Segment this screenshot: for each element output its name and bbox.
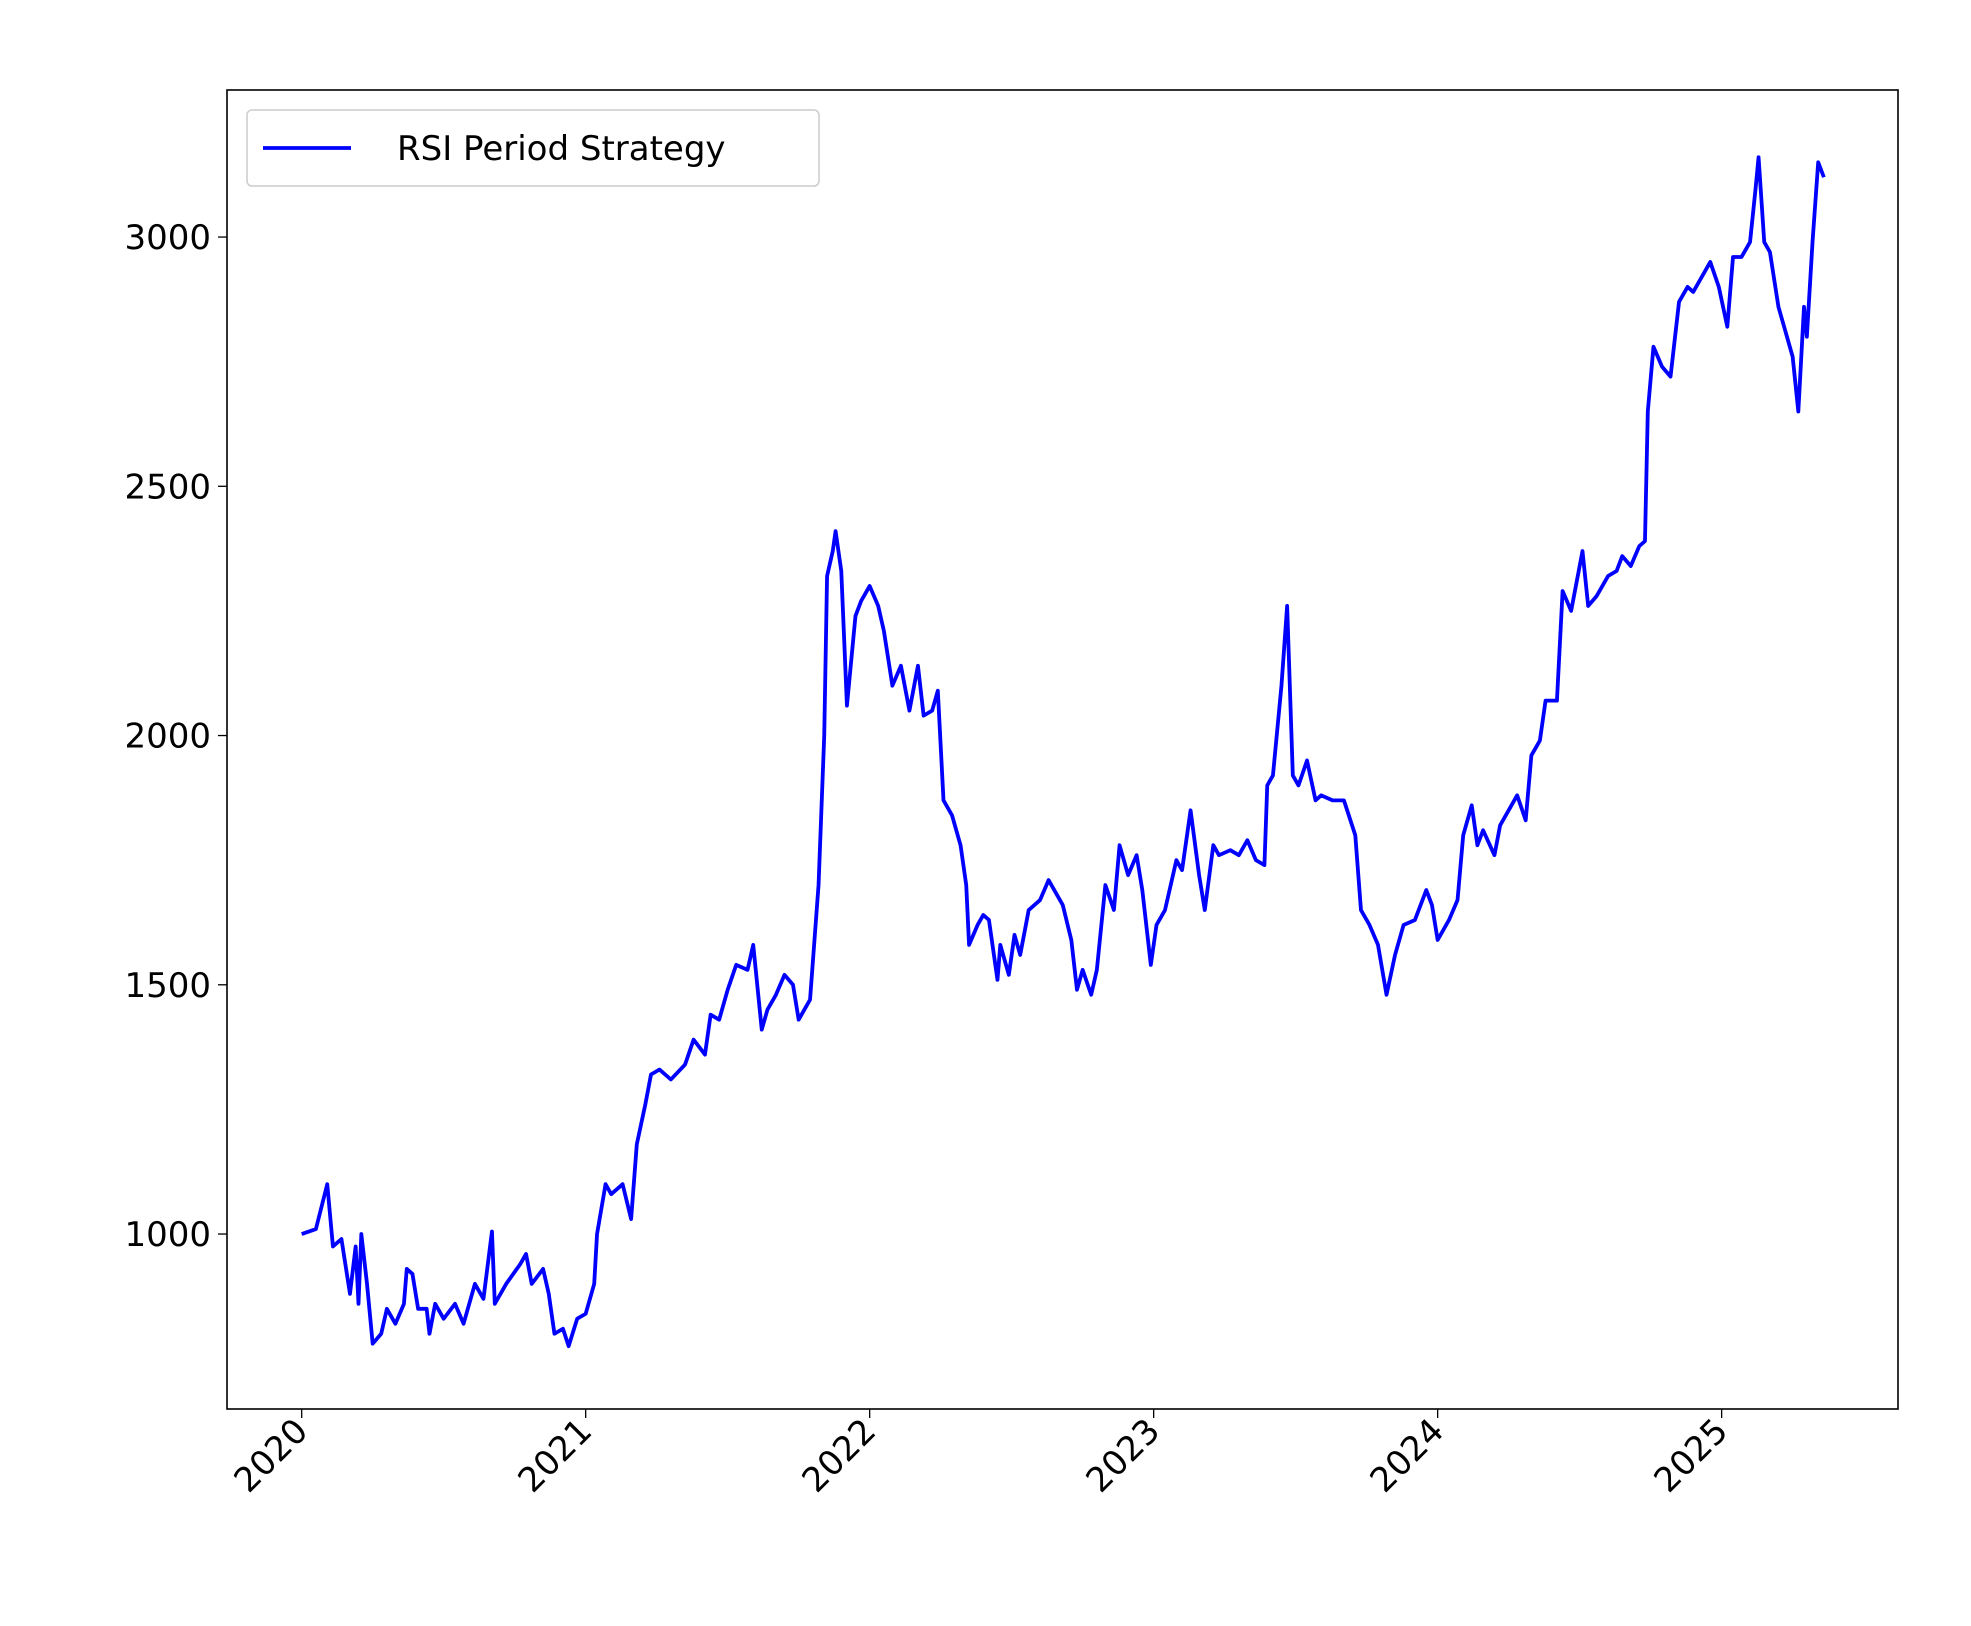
x-tick-label: 2025 [1647,1411,1736,1500]
y-tick-label: 1500 [124,966,211,1006]
legend-label: RSI Period Strategy [397,129,726,169]
x-tick-label: 2022 [795,1411,884,1500]
y-tick-label: 1000 [124,1215,211,1255]
y-tick-label: 2000 [124,717,211,757]
data-line [301,155,1826,1349]
plot-frame [226,89,1899,1410]
legend-box [246,109,820,187]
x-tick-label: 2020 [227,1411,316,1500]
x-tick-label: 2024 [1363,1411,1452,1500]
y-tick-label: 3000 [124,218,211,258]
y-tick-label: 2500 [124,467,211,507]
legend: RSI Period Strategy [246,109,820,187]
x-tick-label: 2021 [511,1411,600,1500]
x-tick-label: 2023 [1079,1411,1168,1500]
